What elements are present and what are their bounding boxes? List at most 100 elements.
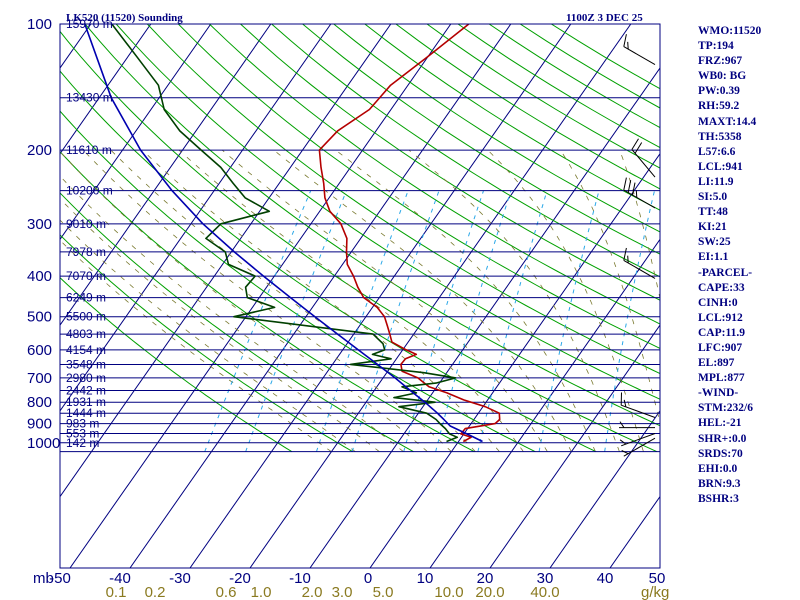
index-item: -PARCEL-: [698, 266, 753, 279]
moist-adiabat: [60, 175, 404, 452]
height-label: 11610 m: [66, 143, 112, 157]
temperature-tick-label: 30: [537, 570, 554, 587]
mixing-ratio-label: 3.0: [332, 584, 353, 600]
wind-barbs: [618, 34, 656, 457]
dewpoint-profile: [111, 24, 459, 443]
parcel-profile: [84, 24, 483, 443]
height-label: 1931 m: [66, 395, 106, 409]
mixing-ratio-label: 1.0: [251, 584, 272, 600]
height-label: 4803 m: [66, 327, 106, 341]
temperature-tick-label: 10: [417, 570, 434, 587]
barb-feather: [623, 34, 627, 47]
isotherm-line: [249, 24, 632, 568]
isotherm-line: [549, 409, 660, 568]
barb-feather: [627, 255, 629, 263]
moist-adiabat: [619, 149, 660, 301]
barb-staff: [631, 149, 656, 178]
index-item: LFC:907: [698, 341, 743, 354]
index-item: -WIND-: [698, 387, 739, 400]
chart-grid: [60, 24, 660, 568]
plot-frame: [59, 23, 661, 569]
moist-adiabat: [82, 149, 452, 452]
dry-adiabat: [60, 234, 353, 453]
index-item: LCL:912: [698, 311, 743, 324]
height-label: 983 m: [66, 417, 99, 431]
height-label: 9010 m: [66, 217, 106, 231]
isotherm-line: [60, 24, 212, 241]
dry-adiabat: [240, 24, 660, 301]
isotherm-line: [489, 324, 660, 568]
moist-adiabat: [178, 149, 524, 452]
index-item: PW:0.39: [698, 85, 740, 98]
index-item: EL:897: [698, 357, 735, 370]
height-label: 1444 m: [66, 406, 106, 420]
moist-adiabat: [60, 198, 380, 453]
temperature-tick-label: 40: [597, 570, 614, 587]
barb-feather: [634, 142, 643, 154]
height-label: 7978 m: [66, 245, 106, 259]
wind-barb: [623, 34, 656, 66]
index-item: SRDS:70: [698, 447, 743, 460]
index-item: STM:232/6: [698, 402, 753, 415]
index-item: MAXT:14.4: [698, 115, 757, 128]
barb-feather: [619, 439, 627, 445]
dry-adiabat: [551, 24, 660, 90]
isotherm-line: [60, 24, 332, 412]
height-label: 4154 m: [66, 343, 106, 357]
index-item: L57:6.6: [698, 145, 736, 158]
temperature-tick-label: -20: [229, 570, 251, 587]
wind-barb: [620, 392, 656, 418]
mixing-ratio-label: 0.6: [216, 584, 237, 600]
mixing-ratio-label: 2.0: [302, 584, 323, 600]
index-item: SW:25: [698, 236, 731, 249]
temperature-tick-label: 0: [364, 570, 372, 587]
isotherm-line: [129, 24, 512, 568]
mixing-ratio-label: 0.1: [106, 584, 127, 600]
index-item: TH:5358: [698, 130, 742, 143]
temperature-tick-label: -40: [109, 570, 131, 587]
moist-adiabat: [487, 149, 644, 452]
stability-indices: WMO:11520 TP:194 FRZ:967 WB0: BG PW:0.39 RH:5…: [698, 24, 761, 507]
mixing-ratio-line: [245, 190, 347, 452]
dry-adiabat: [60, 110, 536, 453]
temperature-tick-label: 20: [477, 570, 494, 587]
moist-adiabat: [560, 149, 660, 424]
index-item: LI:11.9: [698, 175, 734, 188]
moist-adiabat: [335, 149, 596, 452]
moist-adiabat: [60, 151, 428, 452]
sounding-time: 1100Z 3 DEC 25: [566, 12, 643, 24]
pressure-label: 900: [27, 416, 52, 433]
barb-feather: [627, 180, 632, 193]
mixing-ratio-label: 0.2: [145, 584, 166, 600]
isotherm-line: [189, 24, 572, 568]
isotherm-line: [429, 238, 660, 568]
mixing-ratio-label: 5.0: [373, 584, 394, 600]
dry-adiabat: [209, 24, 660, 325]
isotherm-line: [60, 24, 272, 327]
index-item: TT:48: [698, 206, 728, 219]
dry-adiabat: [271, 24, 660, 278]
height-label: 6249 m: [66, 291, 106, 305]
index-item: EHI:0.0: [698, 462, 738, 475]
index-item: HEL:-21: [698, 417, 742, 430]
temperature-tick-label: 50: [649, 570, 666, 587]
barb-feather: [635, 190, 638, 198]
pressure-label: 100: [27, 16, 52, 33]
index-item: CINH:0: [698, 296, 738, 309]
index-item: WMO:11520: [698, 25, 762, 37]
wind-barb: [623, 247, 656, 279]
dry-adiabat: [60, 192, 414, 453]
isotherm-line: [309, 67, 660, 568]
pressure-label: 500: [27, 309, 52, 326]
moist-adiabat: [273, 149, 572, 452]
barb-staff: [623, 259, 656, 279]
index-item: SI:5.0: [698, 191, 728, 204]
wind-barb: [619, 433, 656, 447]
dry-adiabat: [302, 24, 660, 255]
mixing-ratio-label: 10.0: [434, 584, 463, 600]
index-item: MPL:877: [698, 372, 745, 385]
index-item: RH:59.2: [698, 100, 740, 113]
index-item: CAPE:33: [698, 281, 745, 294]
barb-feather: [623, 177, 627, 191]
